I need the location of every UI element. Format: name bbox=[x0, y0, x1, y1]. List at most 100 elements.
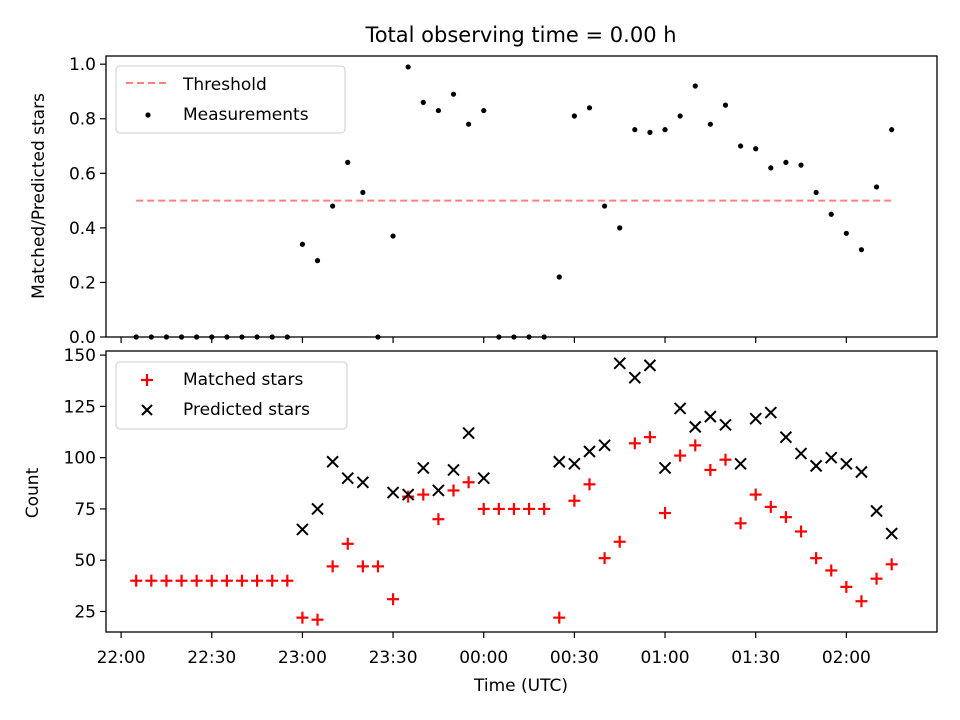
predicted-star-point-b bbox=[673, 402, 687, 415]
matched-star-point bbox=[704, 463, 717, 476]
measurement-point bbox=[617, 225, 623, 231]
measurement-point bbox=[330, 203, 336, 209]
predicted-star-point bbox=[583, 445, 596, 458]
bottom-x-tick-label: 00:30 bbox=[550, 648, 599, 668]
predicted-star-point bbox=[809, 459, 823, 473]
predicted-star-point-b bbox=[704, 410, 717, 423]
matched-star-point bbox=[870, 572, 883, 585]
legend-predicted-label: Predicted stars bbox=[183, 400, 310, 420]
matched-star-point bbox=[130, 574, 143, 587]
predicted-star-point-b bbox=[870, 504, 883, 518]
predicted-star-point-b bbox=[311, 502, 324, 516]
bottom-legend-box bbox=[115, 361, 348, 430]
measurement-point bbox=[405, 64, 411, 70]
bottom-x-tick-label: 23:30 bbox=[369, 648, 418, 668]
predicted-star-point bbox=[341, 471, 354, 485]
matched-star-point bbox=[568, 494, 581, 507]
matched-star-point bbox=[160, 574, 173, 587]
measurement-point bbox=[314, 258, 321, 264]
matched-star-point bbox=[387, 593, 400, 606]
predicted-star-point-b bbox=[749, 412, 762, 425]
measurement-point bbox=[481, 107, 487, 114]
measurement-point bbox=[737, 143, 744, 149]
bottom-x-tick-label: 01:30 bbox=[731, 648, 780, 668]
matched-star-point bbox=[492, 502, 505, 515]
bottom-plot-frame bbox=[105, 350, 938, 633]
predicted-star-point bbox=[417, 461, 430, 475]
bottom-y-tick-label: 125 bbox=[64, 397, 96, 417]
predicted-star-point-b bbox=[628, 371, 642, 384]
measurement-point bbox=[556, 274, 562, 280]
predicted-star-point-b bbox=[613, 357, 626, 370]
predicted-star-point bbox=[643, 359, 657, 372]
measurement-point bbox=[602, 203, 608, 209]
bottom-x-tick-label: 02:00 bbox=[822, 648, 871, 668]
legend-predicted-swatch bbox=[141, 404, 153, 416]
measurement-point bbox=[858, 247, 865, 253]
predicted-star-point-b bbox=[356, 476, 370, 489]
predicted-star-point-b bbox=[401, 488, 415, 501]
predicted-star-point bbox=[553, 455, 566, 468]
bottom-y-tick-label: 25 bbox=[74, 602, 96, 622]
bottom-x-axis-ticks: 22:00 22:30 23:00 23:30 00:00 00:30 01:00 01:30… bbox=[97, 632, 871, 668]
measurement-point bbox=[571, 113, 577, 119]
measurement-point bbox=[707, 121, 713, 127]
measurement-point bbox=[390, 233, 396, 239]
predicted-star-point-b bbox=[553, 455, 566, 468]
predicted-star-point-b bbox=[734, 457, 747, 471]
matched-star-point bbox=[296, 611, 309, 624]
legend-measurements-label: Measurements bbox=[183, 105, 309, 125]
matched-star-point bbox=[145, 574, 158, 587]
predicted-star-point bbox=[885, 527, 898, 540]
predicted-star-point bbox=[704, 410, 717, 423]
measurement-point bbox=[813, 189, 819, 196]
predicted-star-point bbox=[749, 412, 762, 425]
top-y-tick-label: 0.8 bbox=[69, 110, 96, 130]
predicted-star-point-b bbox=[689, 420, 702, 434]
matched-star-point bbox=[220, 574, 233, 587]
matched-star-point bbox=[507, 502, 520, 515]
matched-star-point bbox=[341, 537, 354, 550]
measurement-point bbox=[586, 105, 593, 111]
predicted-star-point bbox=[719, 418, 732, 432]
predicted-star-point bbox=[794, 447, 808, 460]
measurement-point bbox=[783, 159, 789, 165]
matched-star-point bbox=[825, 564, 838, 577]
matched-star-point bbox=[432, 513, 445, 526]
bottom-legend: Matched stars Predicted stars bbox=[115, 361, 348, 430]
bottom-panel-count-plot: 25 50 75 100 125 150 22:00 22:30 23:00 23:30 00:0… bbox=[23, 346, 938, 696]
measurement-point bbox=[662, 127, 668, 133]
predicted-star-point bbox=[432, 484, 445, 497]
predicted-star-point-b bbox=[462, 426, 475, 440]
bottom-y-tick-label: 150 bbox=[64, 346, 96, 366]
matched-star-point bbox=[779, 511, 792, 524]
matched-star-point bbox=[371, 560, 384, 573]
predicted-star-point-b bbox=[885, 527, 898, 540]
bottom-x-tick-label: 22:30 bbox=[187, 648, 236, 668]
matched-star-point bbox=[643, 431, 656, 444]
matched-star-point bbox=[523, 502, 536, 515]
matched-star-point bbox=[810, 552, 823, 565]
predicted-star-point bbox=[764, 406, 778, 419]
bottom-y-axis-label: Count bbox=[23, 467, 43, 518]
predicted-star-point bbox=[825, 451, 838, 464]
matched-star-point bbox=[613, 535, 626, 548]
predicted-star-point bbox=[613, 357, 626, 370]
predicted-star-point-b bbox=[719, 418, 732, 432]
matched-star-point bbox=[553, 611, 566, 624]
measurement-point bbox=[828, 211, 834, 217]
predicted-star-point bbox=[326, 455, 339, 468]
predicted-star-point-b bbox=[341, 471, 354, 485]
matched-star-point bbox=[840, 580, 853, 593]
predicted-star-point-b bbox=[779, 430, 793, 444]
predicted-star-point bbox=[296, 523, 309, 536]
measurement-point bbox=[345, 159, 351, 165]
top-y-tick-label: 1.0 bbox=[69, 55, 96, 75]
bottom-y-axis-ticks: 25 50 75 100 125 150 bbox=[64, 346, 106, 622]
matched-star-point bbox=[235, 574, 248, 587]
predicted-star-point bbox=[568, 457, 581, 471]
top-legend: Threshold Measurements bbox=[115, 65, 346, 134]
predicted-star-point bbox=[628, 371, 642, 384]
matched-star-point bbox=[175, 574, 188, 587]
predicted-star-point-b bbox=[417, 461, 430, 475]
